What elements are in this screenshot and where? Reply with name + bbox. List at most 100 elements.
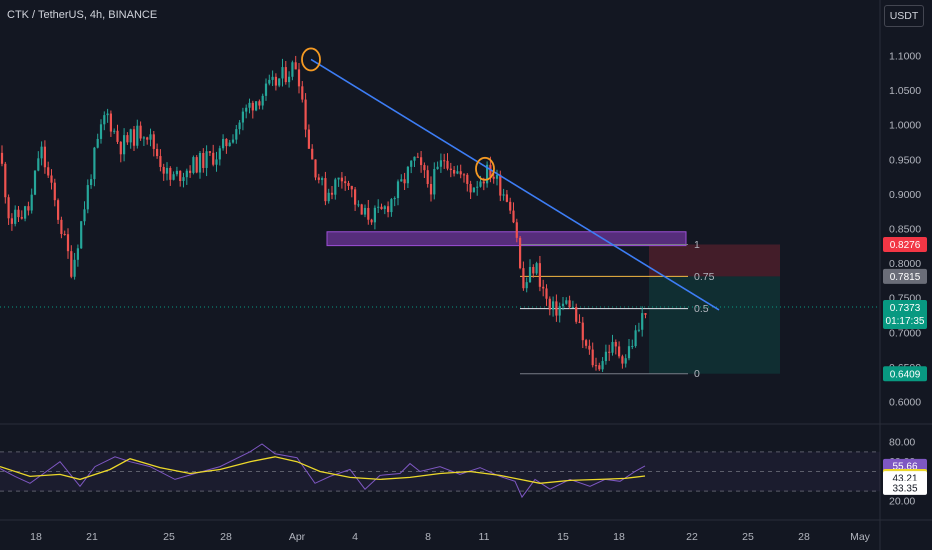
candle-body <box>644 313 647 315</box>
candle-body <box>594 365 598 367</box>
candle-body <box>222 138 225 149</box>
candle-body <box>7 197 10 219</box>
fibonacci-levels[interactable]: 1 0.75 0.5 0 <box>0 239 880 380</box>
candle-body <box>324 178 327 202</box>
candle-body <box>80 221 83 249</box>
candle-body <box>502 194 505 196</box>
rsi-badge-label: 33.35 <box>892 483 917 494</box>
candle-body <box>238 122 241 130</box>
take-profit-area[interactable] <box>649 276 780 374</box>
stop-loss-area[interactable] <box>649 244 780 277</box>
candle-body <box>109 113 112 132</box>
candle-body <box>255 101 258 111</box>
candle-body <box>350 185 353 190</box>
candle-body <box>383 206 386 210</box>
time-tick-label: Apr <box>289 531 306 543</box>
candle-body <box>202 152 205 168</box>
candle-body <box>443 160 446 162</box>
candle-body <box>565 300 568 304</box>
candle-body <box>344 181 347 184</box>
candle-body <box>321 178 324 180</box>
candle-body <box>618 346 621 357</box>
price-tick-label: 0.8500 <box>889 224 921 236</box>
candle-body <box>363 207 367 215</box>
candle-body <box>149 134 152 140</box>
candle-body <box>17 209 20 218</box>
candle-body <box>459 171 462 175</box>
candle-body <box>179 170 182 181</box>
time-tick-label: 28 <box>220 531 232 543</box>
candle-body <box>162 166 165 174</box>
candle-body <box>172 174 175 180</box>
candle-body <box>189 170 192 173</box>
candle-body <box>96 138 99 148</box>
candle-body <box>304 99 307 130</box>
candle-body <box>165 167 169 174</box>
candle-body <box>268 79 271 84</box>
price-tick-label: 1.1000 <box>889 51 921 63</box>
candle-body <box>637 329 640 331</box>
touch-point-circle[interactable] <box>475 156 495 181</box>
candle-body <box>175 170 178 175</box>
candle-body <box>43 146 46 168</box>
candle-body <box>139 125 142 139</box>
candle-body <box>248 102 251 108</box>
candle-body <box>469 183 472 193</box>
candle-body <box>113 130 116 132</box>
candle-body <box>568 300 571 308</box>
candle-body <box>271 76 274 80</box>
candle-body <box>446 160 449 169</box>
candle-body <box>403 179 406 184</box>
candle-body <box>106 113 109 116</box>
rsi-badge-label: 43.21 <box>892 474 917 485</box>
candle-body <box>525 282 528 289</box>
candle-body <box>515 222 518 238</box>
supply-zone-rect[interactable] <box>326 231 687 247</box>
price-badge <box>883 366 927 382</box>
trendline-group[interactable] <box>301 47 720 311</box>
time-tick-label: 18 <box>613 531 625 543</box>
candle-body <box>456 171 459 174</box>
candle-body <box>466 174 469 184</box>
candle-body <box>297 69 301 87</box>
time-tick-label: 4 <box>352 531 358 543</box>
candle-body <box>66 234 70 252</box>
supply-zone[interactable] <box>326 231 687 247</box>
candle-body <box>505 194 508 202</box>
candle-body <box>499 174 502 196</box>
candle-body <box>439 160 442 167</box>
candle-body <box>132 129 136 146</box>
rsi-badge-label: 55.66 <box>892 461 917 472</box>
rsi-tick-label: 80.00 <box>889 437 915 449</box>
price-tick-label: 0.9000 <box>889 189 921 201</box>
candle-body <box>621 356 624 364</box>
price-badge-label: 0.7815 <box>890 272 921 283</box>
currency-button[interactable]: USDT <box>884 5 924 27</box>
candle-body <box>327 192 330 202</box>
candle-body <box>641 313 644 330</box>
candle-body <box>347 183 350 186</box>
candle-body <box>10 218 13 224</box>
candle-body <box>116 130 119 142</box>
candle-body <box>578 321 581 323</box>
candle-body <box>406 166 409 184</box>
candle-body <box>284 67 287 83</box>
candle-body <box>532 266 535 274</box>
rsi-badge <box>883 480 927 495</box>
price-axis[interactable]: 1.1000 1.0500 1.0000 0.9500 0.9000 0.8500 0.80… <box>883 51 927 409</box>
candle-body <box>334 179 337 195</box>
risk-reward-box[interactable] <box>649 244 780 374</box>
rsi-tick-label: 20.00 <box>889 496 915 508</box>
time-axis[interactable]: 18 21 25 28 Apr 4 8 11 15 18 22 25 28 May <box>30 531 871 543</box>
candle-body <box>4 163 7 198</box>
candle-body <box>146 137 149 140</box>
candle-body <box>489 164 492 177</box>
trendline[interactable] <box>310 58 720 311</box>
price-badge-label: 0.6409 <box>890 369 921 380</box>
time-tick-label: 15 <box>557 531 569 543</box>
candle-body <box>608 351 611 353</box>
touch-point-circle[interactable] <box>301 47 321 72</box>
rsi-line <box>0 443 646 499</box>
